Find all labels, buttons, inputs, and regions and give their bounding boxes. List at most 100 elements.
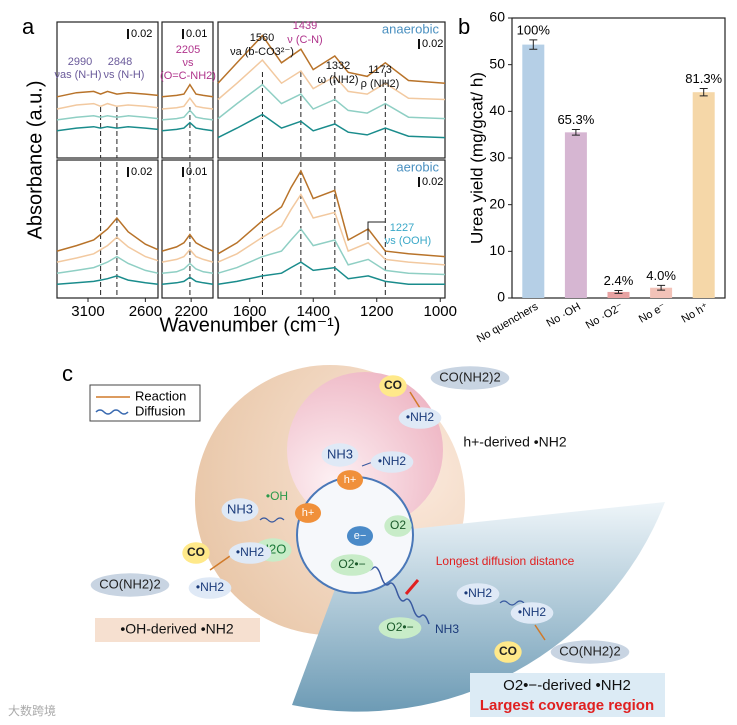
- label-bubble: [494, 641, 522, 663]
- label-bubble: [330, 554, 374, 576]
- label-bubble: [336, 470, 364, 490]
- peak-annotation: νs (OOH): [385, 235, 431, 247]
- reaction-arrows: [209, 391, 546, 641]
- spectrum: [56, 90, 159, 98]
- bar-annotation: 100%: [517, 22, 551, 37]
- spectrum: [217, 34, 446, 84]
- spectrum: [217, 169, 446, 258]
- diagram-label: Largest coverage region: [480, 697, 654, 714]
- peak-annotation: νs (N-H): [104, 69, 145, 81]
- label-bubble: [384, 515, 412, 537]
- diagram-label: Longest diffusion distance: [436, 554, 575, 568]
- spectrum: [217, 83, 446, 120]
- diagram-label: O2•−-derived •NH2: [503, 677, 631, 694]
- spectrum: [161, 276, 214, 285]
- legend-box: [89, 384, 201, 422]
- scale-bar-label: 0.02: [422, 176, 443, 188]
- spectrum: [217, 113, 446, 139]
- peak-annotation: 2848: [108, 56, 132, 68]
- y-tick-label: 0: [497, 289, 505, 305]
- diagram-label: NH3: [327, 446, 353, 461]
- plot-frame: [161, 21, 214, 159]
- label-bubble: [294, 503, 322, 523]
- diagram-shapes: [89, 365, 665, 717]
- spectrum: [217, 59, 446, 101]
- diagram-label: h+: [302, 507, 315, 519]
- diagram-label: e−: [354, 530, 367, 542]
- diagram-label: O2•−: [338, 557, 365, 571]
- spectrum: [217, 261, 445, 285]
- spectrum: [56, 115, 159, 121]
- y-tick-label: 30: [489, 149, 505, 165]
- label-bubble: [378, 617, 422, 639]
- x-tick-label: 1400: [297, 303, 330, 320]
- label-bubble: [430, 366, 510, 390]
- bar: [522, 44, 545, 298]
- y-tick-label: 20: [489, 195, 505, 211]
- peak-annotation: ρ (NH2): [361, 78, 400, 90]
- bar: [650, 287, 673, 298]
- bar-annotation: 2.4%: [604, 273, 634, 288]
- diagram-label: •NH2: [406, 410, 435, 424]
- label-bubble: [550, 640, 630, 664]
- diagram-label: •NH2: [464, 586, 493, 600]
- spectrum: [56, 102, 159, 110]
- spectrum: [161, 233, 214, 252]
- diffusion-path: [364, 566, 430, 625]
- diagram-label: NH3: [435, 622, 459, 636]
- o2-label-bg: [470, 673, 665, 717]
- label-bubble: [370, 451, 414, 473]
- label-bubble: [379, 375, 407, 397]
- y-axis-label: Absorbance (a.u.): [24, 81, 46, 240]
- y-tick-label: 60: [489, 9, 505, 25]
- peak-annotation: 1173: [368, 64, 392, 76]
- x-tick-label: 3100: [71, 303, 104, 320]
- error-bar: [699, 87, 708, 97]
- peak-annotation: 1227: [390, 222, 414, 234]
- spectrum: [56, 255, 159, 274]
- label-bubble: [321, 443, 359, 467]
- diagram-label: CO(NH2)2: [439, 369, 500, 384]
- diagram-label: CO: [384, 378, 402, 392]
- diagram-label: CO: [187, 545, 205, 559]
- peak-annotation: ω (NH2): [318, 74, 359, 86]
- bar: [692, 92, 715, 298]
- legend-label: Diffusion: [135, 403, 185, 418]
- peak-annotation: 2205: [176, 44, 200, 56]
- x-tick-label: No quenchers: [475, 300, 541, 345]
- diagram-label: CO(NH2)2: [559, 643, 620, 658]
- x-tick-label: 1600: [233, 303, 266, 320]
- peak-annotation: 2990: [68, 56, 92, 68]
- peak-annotation: 1560: [250, 32, 274, 44]
- y-axis-label: Urea yield (mg/gcat/ h): [467, 72, 486, 244]
- diagram-label: h+-derived •NH2: [463, 434, 567, 450]
- scale-bar-label: 0.02: [422, 38, 443, 50]
- label-bubble: [398, 407, 442, 429]
- peak-annotation: νa (b-CO3²⁻): [230, 46, 294, 58]
- x-tick-label: No ·O2⁻: [584, 301, 626, 332]
- spectrum: [161, 262, 214, 274]
- y-tick-label: 40: [489, 102, 505, 118]
- peak-annotation: νas (N-H): [54, 69, 101, 81]
- bar-annotation: 65.3%: [557, 112, 594, 127]
- annotation-arrow: [367, 221, 385, 240]
- diagram-label: •NH2: [196, 580, 225, 594]
- spectrum: [56, 216, 159, 252]
- label-bubble: [221, 498, 259, 522]
- spectrum: [56, 236, 159, 263]
- error-bar: [657, 284, 666, 291]
- plot-frame: [161, 159, 214, 299]
- spectrum: [56, 125, 159, 132]
- label-bubble: [346, 526, 374, 546]
- x-tick-label: 1000: [424, 303, 457, 320]
- label-bubble: [188, 577, 232, 599]
- label-bubble: [182, 542, 210, 564]
- spectrum: [217, 193, 446, 266]
- peak-annotation: ν (C-N): [287, 34, 322, 46]
- label-bubble: [456, 583, 500, 605]
- diagram-label: •NH2: [236, 545, 265, 559]
- diagram-label: O2: [390, 518, 406, 532]
- x-tick-label: 2200: [174, 303, 207, 320]
- plot-frame: [217, 21, 446, 159]
